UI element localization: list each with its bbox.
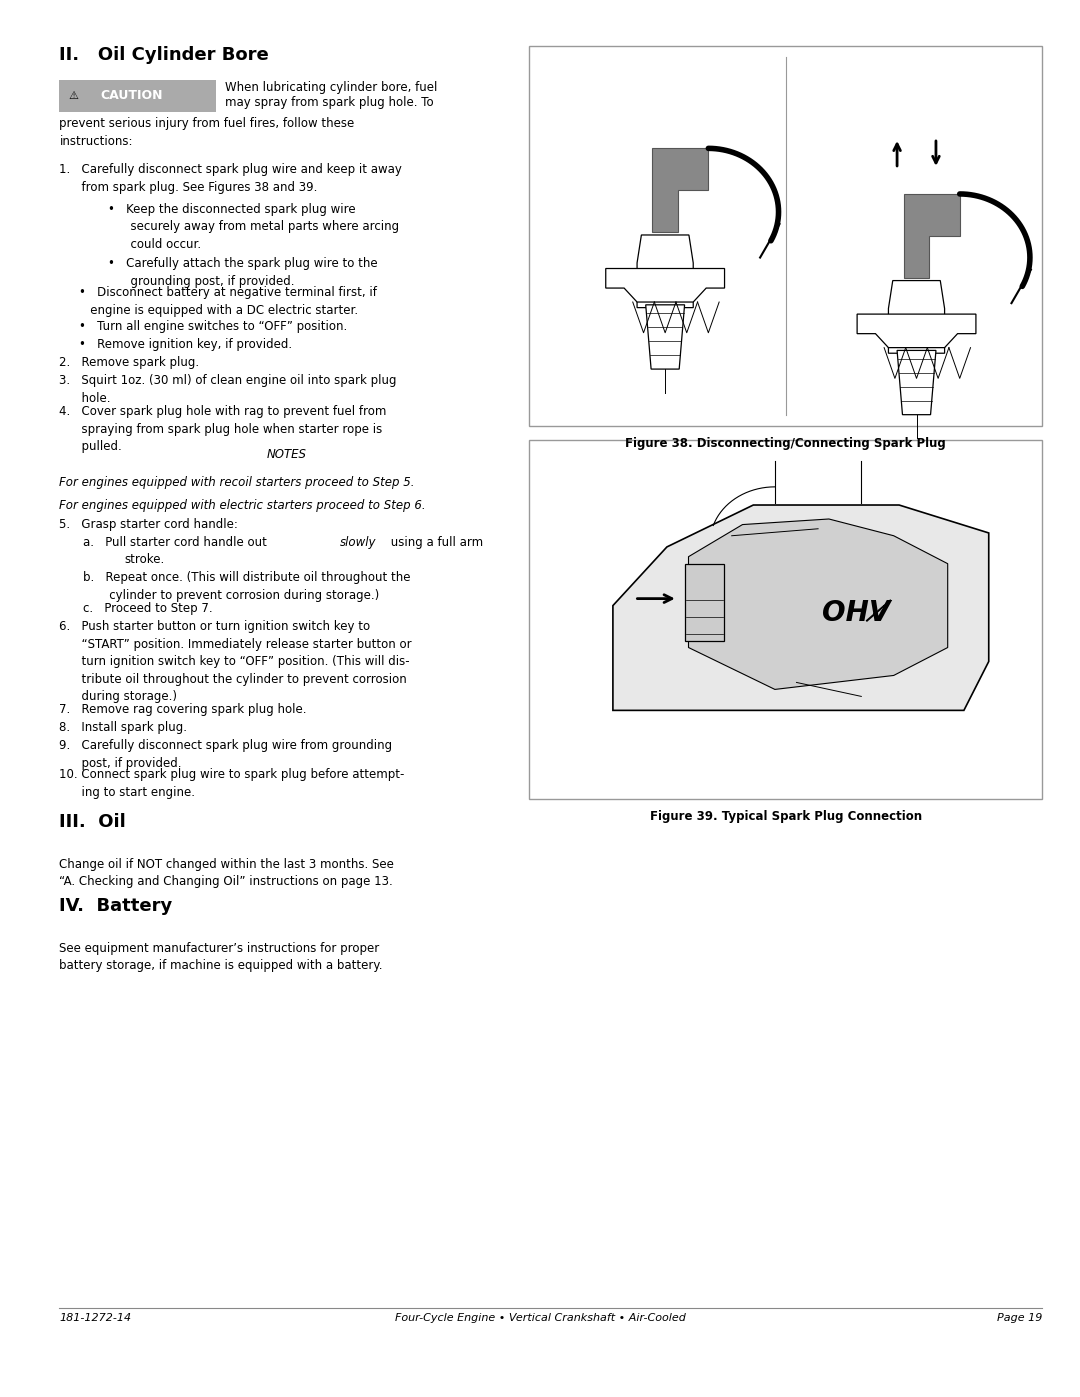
Polygon shape (652, 148, 708, 232)
FancyBboxPatch shape (529, 440, 1042, 799)
Polygon shape (613, 506, 989, 710)
Text: slowly: slowly (340, 536, 377, 549)
Text: Change oil if NOT changed within the last 3 months. See
“A. Checking and Changin: Change oil if NOT changed within the las… (59, 858, 394, 888)
Text: Four-Cycle Engine • Vertical Crankshaft • Air-Cooled: Four-Cycle Engine • Vertical Crankshaft … (394, 1313, 686, 1323)
Polygon shape (637, 235, 693, 307)
Text: 8.   Install spark plug.: 8. Install spark plug. (59, 721, 188, 733)
Text: •   Remove ignition key, if provided.: • Remove ignition key, if provided. (79, 338, 292, 351)
Polygon shape (858, 314, 976, 348)
Polygon shape (904, 194, 960, 278)
Text: prevent serious injury from fuel fires, follow these
instructions:: prevent serious injury from fuel fires, … (59, 117, 354, 148)
Text: Figure 39. Typical Spark Plug Connection: Figure 39. Typical Spark Plug Connection (650, 810, 921, 823)
Text: •   Keep the disconnected spark plug wire
      securely away from metal parts w: • Keep the disconnected spark plug wire … (108, 203, 400, 250)
Text: When lubricating cylinder bore, fuel
may spray from spark plug hole. To: When lubricating cylinder bore, fuel may… (225, 81, 437, 109)
Text: OHV̸: OHV̸ (822, 598, 890, 627)
Text: stroke.: stroke. (124, 553, 164, 566)
Text: 1.   Carefully disconnect spark plug wire and keep it away
      from spark plug: 1. Carefully disconnect spark plug wire … (59, 163, 402, 194)
Text: using a full arm: using a full arm (387, 536, 483, 549)
Text: 4.   Cover spark plug hole with rag to prevent fuel from
      spraying from spa: 4. Cover spark plug hole with rag to pre… (59, 405, 387, 453)
Polygon shape (646, 305, 685, 369)
FancyBboxPatch shape (686, 563, 725, 640)
Text: Figure 38. Disconnecting/Connecting Spark Plug: Figure 38. Disconnecting/Connecting Spar… (625, 437, 946, 450)
Text: b.   Repeat once. (This will distribute oil throughout the
       cylinder to pr: b. Repeat once. (This will distribute oi… (83, 571, 410, 602)
Text: For engines equipped with electric starters proceed to Step 6.: For engines equipped with electric start… (59, 499, 426, 511)
Text: III.  Oil: III. Oil (59, 813, 126, 831)
Text: 2.   Remove spark plug.: 2. Remove spark plug. (59, 356, 200, 369)
Text: IV.  Battery: IV. Battery (59, 897, 173, 915)
Text: 5.   Grasp starter cord handle:: 5. Grasp starter cord handle: (59, 518, 239, 531)
FancyBboxPatch shape (59, 80, 216, 112)
Polygon shape (897, 351, 936, 415)
Text: For engines equipped with recoil starters proceed to Step 5.: For engines equipped with recoil starter… (59, 476, 415, 489)
Text: c.   Proceed to Step 7.: c. Proceed to Step 7. (83, 602, 213, 615)
Text: 9.   Carefully disconnect spark plug wire from grounding
      post, if provided: 9. Carefully disconnect spark plug wire … (59, 739, 392, 770)
Polygon shape (889, 281, 945, 353)
Text: 3.   Squirt 1oz. (30 ml) of clean engine oil into spark plug
      hole.: 3. Squirt 1oz. (30 ml) of clean engine o… (59, 374, 397, 405)
Text: 6.   Push starter button or turn ignition switch key to
      “START” position. : 6. Push starter button or turn ignition … (59, 620, 413, 703)
Text: Page 19: Page 19 (997, 1313, 1042, 1323)
Polygon shape (689, 520, 948, 690)
Text: •   Disconnect battery at negative terminal first, if
   engine is equipped with: • Disconnect battery at negative termina… (79, 286, 377, 317)
Text: CAUTION: CAUTION (100, 89, 163, 102)
Text: 10. Connect spark plug wire to spark plug before attempt-
      ing to start eng: 10. Connect spark plug wire to spark plu… (59, 768, 405, 799)
Text: 181-1272-14: 181-1272-14 (59, 1313, 132, 1323)
Text: a.   Pull starter cord handle out: a. Pull starter cord handle out (83, 536, 271, 549)
FancyBboxPatch shape (529, 46, 1042, 426)
Text: •   Turn all engine switches to “OFF” position.: • Turn all engine switches to “OFF” posi… (79, 320, 347, 332)
Text: NOTES: NOTES (266, 448, 307, 461)
Text: 7.   Remove rag covering spark plug hole.: 7. Remove rag covering spark plug hole. (59, 703, 307, 715)
Text: ⚠: ⚠ (68, 91, 78, 101)
Text: II.   Oil Cylinder Bore: II. Oil Cylinder Bore (59, 46, 269, 64)
Polygon shape (606, 268, 725, 302)
Text: See equipment manufacturer’s instructions for proper
battery storage, if machine: See equipment manufacturer’s instruction… (59, 942, 383, 972)
Text: •   Carefully attach the spark plug wire to the
      grounding post, if provide: • Carefully attach the spark plug wire t… (108, 257, 378, 288)
